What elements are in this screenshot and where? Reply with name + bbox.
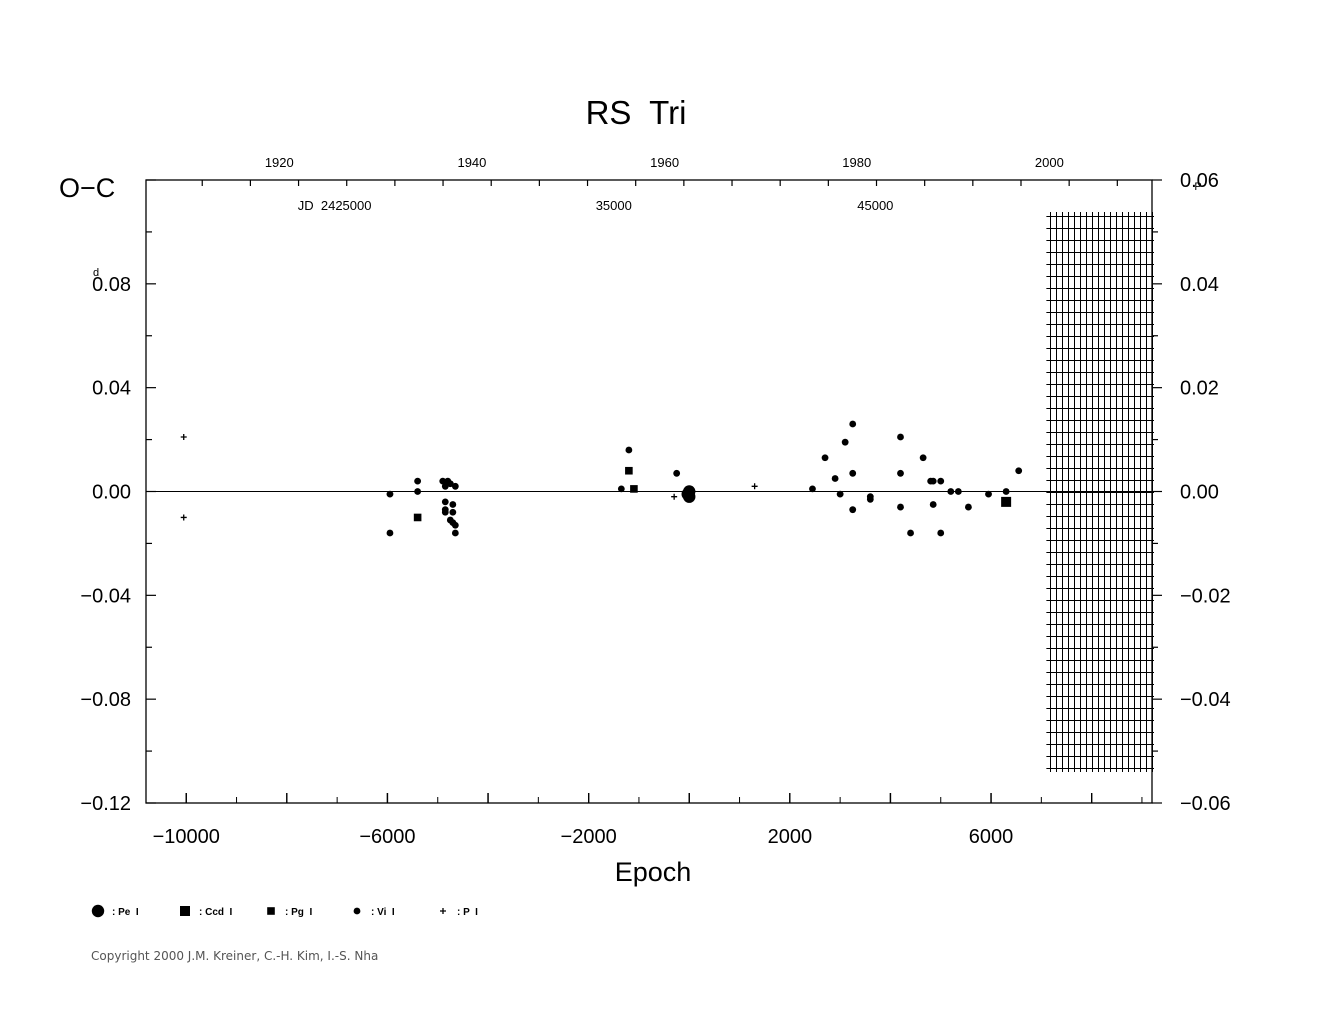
legend-label: : Pg I (285, 907, 312, 918)
data-point-circle-small (937, 529, 945, 537)
data-point-square-small (413, 513, 422, 522)
data-point-circle-small (617, 485, 625, 493)
jd-label: 45000 (857, 198, 893, 213)
legend-marker-square-large (180, 906, 190, 916)
data-point-circle-small (897, 433, 904, 441)
data-point-circle-small (841, 438, 849, 446)
jd-label: JD 2425000 (298, 198, 372, 213)
top-year-label: 1920 (265, 155, 294, 170)
legend-marker-circle-large (91, 904, 105, 918)
top-year-label: 1980 (842, 155, 871, 170)
y2-tick-label: 0.06 (1180, 170, 1219, 192)
data-point-circle-small (451, 521, 459, 529)
jd-label: 35000 (596, 198, 632, 213)
data-point-plus (671, 493, 678, 500)
data-point-circle-small (849, 420, 857, 428)
data-point-circle-small (441, 508, 449, 516)
y2-tick-label: 0.02 (1180, 378, 1219, 400)
y2-tick-label: 0.00 (1180, 482, 1219, 504)
data-point-circle-small (625, 446, 633, 454)
y-tick-label: 0.08 (92, 274, 131, 296)
data-point-circle-small (441, 482, 449, 490)
data-point-circle-small (929, 477, 937, 485)
y2-tick-label: −0.06 (1180, 793, 1231, 815)
data-point-circle-small (1002, 488, 1010, 495)
x-tick-label: −10000 (153, 826, 220, 848)
legend-label: : Vi I (371, 907, 395, 918)
y-unit-label: d (93, 267, 99, 279)
legend-label: : Pe I (112, 907, 139, 918)
data-point-circle-small (937, 477, 945, 485)
data-point-circle-small (849, 469, 857, 477)
data-point-circle-small (965, 503, 972, 511)
x-tick-label: 6000 (969, 826, 1014, 848)
data-point-square-large (1001, 496, 1012, 507)
y2-unit-label: P (1194, 181, 1201, 193)
data-point-circle-small (451, 529, 459, 537)
copyright-text: Copyright 2000 J.M. Kreiner, C.-H. Kim, … (91, 949, 379, 963)
data-point-circle-small (919, 454, 927, 462)
top-year-label: 1960 (650, 155, 679, 170)
legend-label: : P I (457, 907, 478, 918)
y2-tick-label: −0.02 (1180, 585, 1231, 607)
data-point-circle-small (386, 529, 394, 537)
data-point-circle-small (1015, 467, 1023, 475)
data-point-circle-small (849, 506, 857, 514)
x-tick-label: −2000 (561, 826, 617, 848)
data-point-circle-small (439, 477, 447, 485)
data-point-circle-small (673, 469, 681, 477)
x-tick-label: 2000 (768, 826, 813, 848)
data-point-circle-small (836, 490, 844, 498)
data-point-circle-small (897, 503, 904, 511)
data-point-circle-small (897, 469, 904, 477)
legend-marker-square-small (267, 907, 275, 915)
legend-label: : Ccd I (199, 907, 233, 918)
data-point-plus (180, 514, 187, 521)
data-point-square-small (625, 466, 633, 475)
data-point-circle-small (929, 501, 937, 508)
data-point-circle-small (947, 488, 955, 495)
data-point-circle-small (441, 498, 449, 506)
top-year-label: 1940 (457, 155, 486, 170)
data-point-circle-small (444, 477, 452, 485)
data-point-circle-small (449, 508, 457, 516)
y-tick-label: 0.04 (92, 378, 131, 400)
data-point-circle-small (907, 529, 914, 537)
x-tick-label: −6000 (359, 826, 415, 848)
y-tick-label: −0.12 (80, 793, 131, 815)
legend-marker-circle-small (353, 907, 361, 915)
data-point-circle-small (809, 485, 816, 493)
y-axis-label: O−C (59, 173, 115, 203)
data-point-circle-small (386, 490, 394, 498)
data-point-plus (180, 433, 187, 440)
data-point-circle-small (831, 475, 839, 482)
y2-tick-label: −0.04 (1180, 689, 1231, 711)
data-point-circle-small (414, 488, 422, 495)
plot-area: −10000 −6000 −2000 2000 6000 0.08 0.04 0.00 −0.0… (59, 155, 1231, 918)
data-point-circle-small (451, 482, 459, 490)
legend-marker-plus (440, 908, 446, 914)
x-axis-label: Epoch (615, 857, 692, 887)
data-point-circle-small (446, 516, 454, 524)
data-point-circle-large (681, 487, 694, 501)
data-point-circle-small (414, 477, 422, 485)
data-point-circle-small (866, 495, 874, 503)
y-tick-label: 0.00 (92, 482, 131, 504)
y2-tick-label: 0.04 (1180, 274, 1219, 296)
y-tick-label: −0.08 (80, 689, 131, 711)
chart-title: RS Tri (586, 94, 687, 131)
data-point-circle-small (985, 490, 992, 498)
data-point-circle-small (954, 488, 962, 495)
data-point-square-small (630, 485, 638, 493)
data-point-plus (751, 483, 758, 490)
top-year-label: 2000 (1035, 155, 1064, 170)
data-point-circle-small (821, 454, 829, 462)
y-tick-label: −0.04 (80, 585, 131, 607)
data-point-circle-small (449, 501, 457, 508)
